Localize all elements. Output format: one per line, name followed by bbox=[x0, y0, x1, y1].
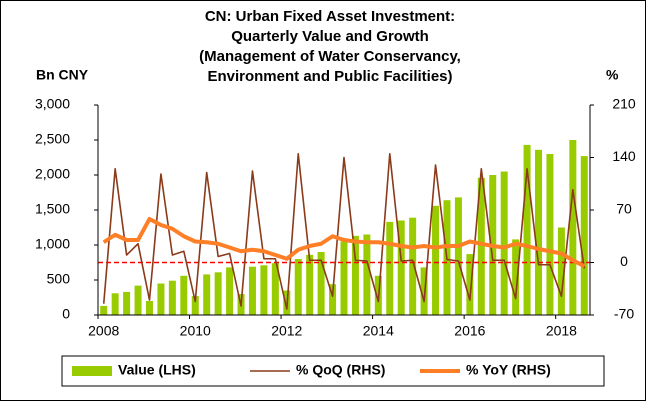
y2-tick-label: -70 bbox=[614, 306, 634, 322]
bar bbox=[557, 227, 565, 315]
bar bbox=[260, 265, 268, 315]
bar bbox=[512, 239, 520, 315]
chart-title: (Management of Water Conservancy, bbox=[199, 48, 461, 65]
y-axis-label: Bn CNY bbox=[36, 67, 89, 83]
bar bbox=[580, 156, 588, 315]
line-series bbox=[102, 152, 586, 310]
bar bbox=[306, 254, 314, 315]
x-tick-label: 2008 bbox=[88, 323, 119, 339]
y2-tick-label: 210 bbox=[612, 96, 636, 112]
legend-label: % QoQ (RHS) bbox=[296, 362, 385, 378]
bar bbox=[466, 254, 474, 315]
bar bbox=[397, 220, 405, 315]
bar bbox=[317, 252, 325, 315]
bar bbox=[157, 283, 165, 315]
y-tick-label: 500 bbox=[47, 271, 71, 287]
chart-title: CN: Urban Fixed Asset Investment: bbox=[205, 8, 455, 25]
bar bbox=[214, 272, 222, 315]
y2-tick-label: 140 bbox=[612, 148, 636, 164]
bar bbox=[100, 305, 108, 315]
y-tick-label: 2,500 bbox=[35, 131, 70, 147]
bar bbox=[248, 266, 256, 315]
bar bbox=[432, 205, 440, 315]
x-tick-label: 2016 bbox=[454, 323, 485, 339]
bar bbox=[134, 285, 142, 315]
line-series bbox=[102, 217, 586, 269]
bar bbox=[340, 241, 348, 315]
bar bbox=[111, 293, 119, 315]
y-tick-label: 1,000 bbox=[35, 236, 70, 252]
y2-tick-label: 0 bbox=[620, 253, 628, 269]
x-tick-label: 2012 bbox=[271, 323, 302, 339]
bar bbox=[145, 301, 153, 315]
x-tick-label: 2014 bbox=[363, 323, 394, 339]
y-tick-label: 2,000 bbox=[35, 166, 70, 182]
bar bbox=[329, 284, 337, 315]
bar bbox=[294, 259, 302, 315]
x-tick-label: 2010 bbox=[180, 323, 211, 339]
y2-axis-label: % bbox=[606, 67, 619, 83]
bar bbox=[546, 154, 554, 315]
legend-label: % YoY (RHS) bbox=[466, 362, 551, 378]
chart-title: Environment and Public Facilities) bbox=[207, 68, 452, 85]
x-tick-label: 2018 bbox=[546, 323, 577, 339]
bar bbox=[477, 177, 485, 315]
y2-tick-label: 70 bbox=[616, 201, 632, 217]
bar bbox=[523, 144, 531, 315]
bar bbox=[409, 217, 417, 315]
bar bbox=[351, 235, 359, 315]
bar bbox=[180, 275, 188, 315]
bar bbox=[271, 263, 279, 315]
bar bbox=[226, 267, 234, 315]
bar bbox=[168, 280, 176, 315]
y-tick-label: 3,000 bbox=[35, 96, 70, 112]
bar bbox=[500, 171, 508, 315]
legend-swatch bbox=[72, 366, 112, 376]
bar bbox=[454, 197, 462, 315]
legend-label: Value (LHS) bbox=[118, 362, 196, 378]
legend-box bbox=[61, 355, 605, 387]
bar bbox=[569, 140, 577, 315]
bar bbox=[191, 296, 199, 315]
bar bbox=[420, 267, 428, 315]
bar bbox=[386, 221, 394, 315]
y-tick-label: 0 bbox=[62, 306, 70, 322]
chart-title: Quarterly Value and Growth bbox=[231, 28, 429, 45]
bar bbox=[203, 274, 211, 315]
bar bbox=[363, 234, 371, 315]
y-tick-label: 1,500 bbox=[35, 201, 70, 217]
bar bbox=[123, 291, 131, 315]
bar bbox=[535, 149, 543, 315]
